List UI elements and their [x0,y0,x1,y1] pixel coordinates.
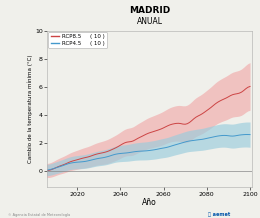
Text: MADRID: MADRID [129,6,170,15]
Text: © Agencia Estatal de Meteorología: © Agencia Estatal de Meteorología [8,213,70,217]
X-axis label: Año: Año [142,198,157,207]
Text: 🐦 aemet: 🐦 aemet [208,212,230,217]
Y-axis label: Cambio de la temperatura mínima (°C): Cambio de la temperatura mínima (°C) [28,55,34,163]
Text: ANUAL: ANUAL [136,17,162,26]
Legend: RCP8.5     ( 10 ), RCP4.5     ( 10 ): RCP8.5 ( 10 ), RCP4.5 ( 10 ) [48,32,107,48]
